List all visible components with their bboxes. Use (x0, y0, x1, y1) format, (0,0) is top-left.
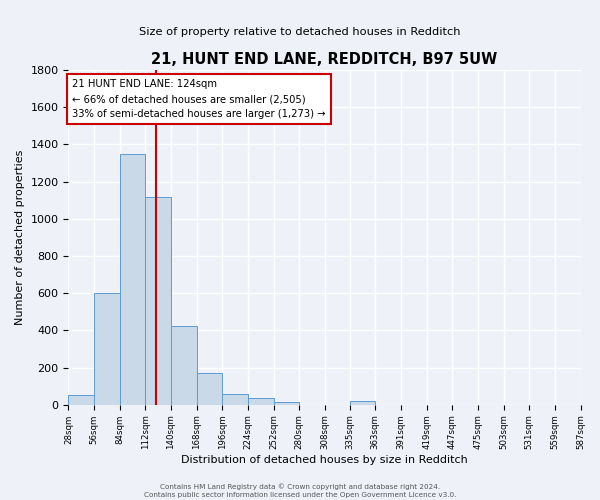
Bar (248, 398, 274, 405)
Title: 21, HUNT END LANE, REDDITCH, B97 5UW: 21, HUNT END LANE, REDDITCH, B97 5UW (151, 52, 497, 68)
Bar (145, 196, 171, 405)
Bar (197, 373, 223, 405)
Text: Contains public sector information licensed under the Open Government Licence v3: Contains public sector information licen… (144, 492, 456, 498)
Bar (120, 154, 145, 405)
Y-axis label: Number of detached properties: Number of detached properties (15, 150, 25, 325)
Bar (350, 401, 375, 405)
Bar (68, 394, 94, 405)
Text: Contains HM Land Registry data © Crown copyright and database right 2024.: Contains HM Land Registry data © Crown c… (160, 484, 440, 490)
Text: 21 HUNT END LANE: 124sqm
← 66% of detached houses are smaller (2,505)
33% of sem: 21 HUNT END LANE: 124sqm ← 66% of detach… (72, 80, 326, 119)
Bar (171, 326, 197, 405)
Bar (94, 293, 120, 405)
Bar (223, 394, 248, 405)
Text: Size of property relative to detached houses in Redditch: Size of property relative to detached ho… (139, 27, 461, 37)
X-axis label: Distribution of detached houses by size in Redditch: Distribution of detached houses by size … (181, 455, 468, 465)
Bar (274, 402, 299, 405)
